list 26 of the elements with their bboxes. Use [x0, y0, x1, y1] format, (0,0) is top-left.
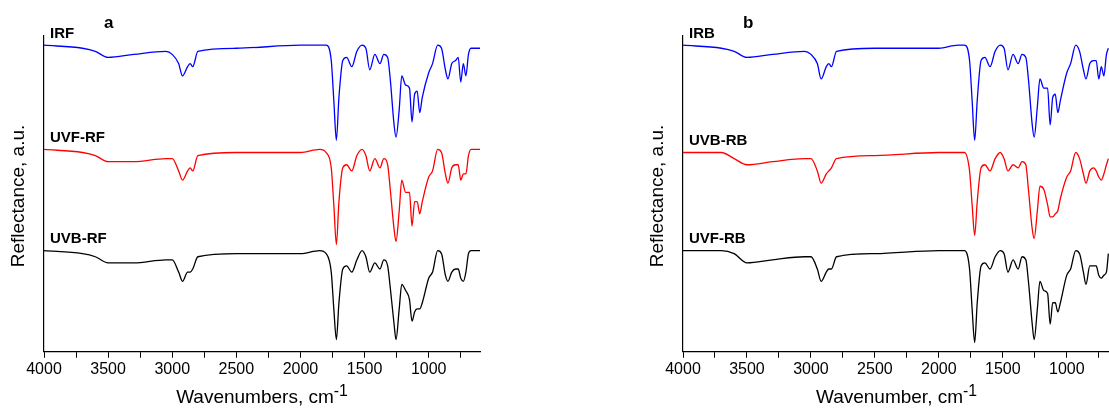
x-tick-label: 1000	[1048, 359, 1085, 377]
x-tick-label: 3000	[793, 359, 829, 377]
x-tick-label: 2500	[218, 359, 255, 377]
x-axis-title: Wavenumbers, cm$^{-1}$	[176, 382, 348, 409]
series-label: IRB	[689, 23, 715, 41]
x-tick-label: 2000	[282, 359, 319, 377]
series-label: UVB-RF	[50, 229, 107, 247]
series-label: UVF-RB	[689, 229, 746, 247]
series-label: UVB-RB	[689, 131, 748, 149]
x-tick-label: 2500	[857, 359, 893, 377]
x-axis-title: Wavenumber, cm$^{-1}$	[815, 382, 978, 409]
x-tick-label: 3000	[154, 359, 191, 377]
x-tick-label: 4000	[26, 359, 62, 377]
y-axis-title: Reflectance, a.u.	[646, 124, 668, 268]
chart-title: b	[743, 13, 754, 33]
series-label: IRF	[50, 23, 75, 41]
series-label: UVF-RF	[50, 128, 105, 146]
x-tick-label: 1000	[410, 359, 447, 377]
x-tick-label: 1500	[985, 359, 1021, 377]
x-tick-label: 1500	[346, 359, 383, 377]
x-tick-label: 3500	[729, 359, 765, 377]
chart-title: a	[104, 13, 114, 33]
x-tick-label: 3500	[90, 359, 127, 377]
x-tick-label: 4000	[665, 359, 701, 377]
x-tick-label: 2000	[921, 359, 957, 377]
y-axis-title: Reflectance, a.u.	[7, 124, 29, 268]
